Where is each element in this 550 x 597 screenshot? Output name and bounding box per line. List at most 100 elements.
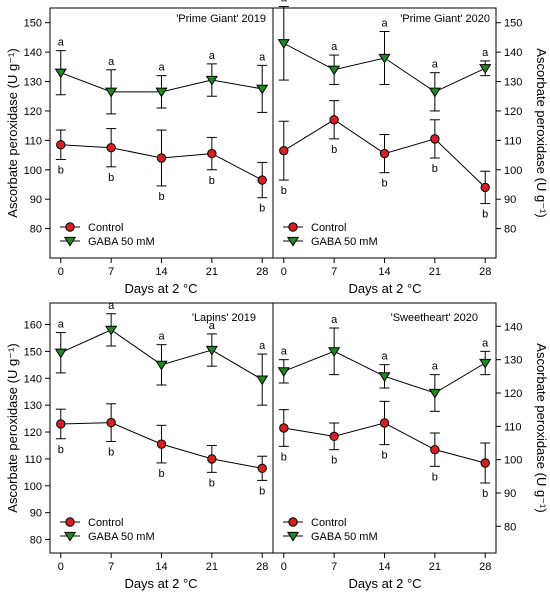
legend-marker-3-1 — [286, 531, 300, 542]
letter-0-0-2: b — [158, 191, 164, 203]
letter-1-1-3: a — [432, 59, 439, 71]
letter-1-1-4: a — [482, 47, 489, 59]
y-tick-label-2-3: 110 — [24, 454, 42, 466]
panels: 0 7 14 21 28 80 90 100 110 120 130 140 150 b b b b b Contr… — [24, 0, 523, 573]
y-tick-label-3-0: 80 — [504, 521, 516, 533]
y-tick-label-2-1: 90 — [30, 508, 42, 520]
letter-2-0-4: b — [259, 485, 265, 497]
x-tick-label-1-4: 28 — [479, 266, 491, 278]
point-3-0-3 — [430, 444, 440, 455]
legend-marker-2-0 — [65, 517, 75, 527]
point-0-0-4 — [257, 175, 267, 185]
y-tick-label-1-6: 140 — [504, 47, 522, 59]
letter-3-0-4: b — [482, 488, 488, 500]
top-right-ylabel: Ascorbate peroxidase (U g⁻¹) — [534, 48, 549, 217]
letter-3-1-3: a — [432, 361, 439, 373]
point-3-1-1 — [328, 347, 341, 357]
x-tick-label-0-3: 21 — [206, 266, 218, 278]
y-tick-label-2-8: 160 — [24, 320, 42, 332]
letter-0-1-1: a — [108, 56, 115, 68]
letter-3-1-4: a — [482, 337, 489, 349]
x-tick-label-2-3: 21 — [206, 561, 218, 573]
legend-label-1-1: GABA 50 mM — [311, 236, 378, 248]
point-1-0-0 — [279, 145, 289, 156]
x-tick-label-1-3: 21 — [429, 266, 441, 278]
letter-0-0-4: b — [259, 203, 265, 215]
panel-1: 0 7 14 21 28 80 90 100 110 120 130 140 150 b b b b b Contr… — [277, 0, 522, 278]
bottom-right-ylabel: Ascorbate peroxidase (U g⁻¹) — [534, 343, 549, 512]
x-tick-label-2-4: 28 — [256, 561, 268, 573]
point-2-0-0 — [56, 419, 66, 429]
legend-marker-0-1 — [63, 236, 77, 247]
y-tick-label-3-6: 140 — [504, 321, 522, 333]
x-tick-label-3-0: 0 — [281, 561, 287, 573]
point-1-0-4 — [480, 182, 490, 193]
point-2-0-1 — [106, 417, 116, 428]
bottom-left-xlabel: Days at 2 °C — [124, 576, 197, 591]
y-tick-label-1-1: 90 — [504, 194, 516, 206]
letter-1-0-4: b — [482, 209, 488, 221]
legend-label-0-1: GABA 50 mM — [88, 236, 155, 248]
x-tick-label-2-0: 0 — [58, 561, 64, 573]
letter-2-0-0: b — [58, 444, 64, 456]
letter-2-0-3: b — [209, 477, 215, 489]
point-0-1-3 — [205, 75, 218, 86]
panel-3: 0 7 14 21 28 80 90 100 110 120 130 140 b b b b b Control a… — [277, 314, 522, 573]
y-tick-label-1-7: 150 — [504, 18, 522, 30]
y-tick-label-1-5: 130 — [504, 77, 522, 89]
panel-title-2: 'Lapins' 2019 — [192, 312, 256, 324]
y-tick-label-1-2: 100 — [504, 165, 522, 177]
legend-marker-2-1 — [63, 531, 77, 542]
x-tick-label-1-1: 7 — [331, 266, 337, 278]
letter-0-0-1: b — [108, 172, 114, 184]
top-left-xlabel: Days at 2 °C — [124, 281, 197, 296]
point-3-1-2 — [378, 372, 391, 382]
bottom-right-xlabel: Days at 2 °C — [348, 576, 421, 591]
legend-label-0-0: Control — [88, 222, 123, 234]
y-tick-label-1-0: 80 — [504, 224, 516, 236]
point-3-0-0 — [279, 423, 289, 433]
legend-marker-3-0 — [288, 517, 298, 527]
legend-label-3-1: GABA 50 mM — [311, 531, 378, 543]
legend-label-2-1: GABA 50 mM — [88, 531, 155, 543]
point-2-1-4 — [256, 375, 269, 386]
point-3-1-0 — [277, 367, 290, 377]
point-0-1-1 — [105, 87, 118, 98]
x-tick-label-2-1: 7 — [108, 561, 114, 573]
point-1-0-2 — [379, 148, 390, 159]
y-tick-label-0-4: 120 — [24, 106, 42, 118]
point-0-0-2 — [156, 153, 167, 163]
legend-marker-1-1 — [286, 236, 300, 247]
letter-0-0-3: b — [209, 175, 215, 187]
point-1-1-4 — [479, 64, 492, 74]
y-tick-label-0-7: 150 — [24, 18, 42, 30]
point-3-0-2 — [379, 418, 390, 428]
y-tick-label-0-2: 100 — [24, 165, 42, 177]
letter-3-0-1: b — [331, 455, 337, 467]
y-tick-label-2-4: 120 — [24, 427, 42, 439]
point-2-0-3 — [207, 454, 217, 464]
legend-marker-0-0 — [65, 222, 75, 232]
letter-2-1-2: a — [158, 331, 165, 343]
x-tick-label-2-2: 14 — [155, 561, 167, 573]
point-3-1-4 — [479, 358, 492, 369]
letter-1-1-1: a — [331, 41, 338, 53]
top-right-xlabel: Days at 2 °C — [348, 281, 421, 296]
point-2-1-0 — [54, 348, 67, 359]
letter-3-0-0: b — [281, 451, 287, 463]
y-tick-label-2-0: 80 — [30, 535, 42, 547]
letter-2-1-0: a — [58, 319, 65, 331]
y-tick-label-1-4: 120 — [504, 106, 522, 118]
letter-1-0-0: b — [281, 185, 287, 197]
x-tick-label-3-3: 21 — [429, 561, 441, 573]
y-tick-label-3-5: 130 — [504, 355, 522, 367]
panel-title-3: 'Sweetheart' 2020 — [391, 312, 478, 324]
letter-1-0-2: b — [381, 178, 387, 190]
y-tick-label-0-3: 110 — [24, 135, 42, 147]
y-tick-label-2-6: 140 — [24, 373, 42, 385]
legend-label-1-0: Control — [311, 222, 346, 234]
y-tick-label-0-5: 130 — [24, 77, 42, 89]
y-tick-label-0-6: 140 — [24, 47, 42, 59]
letter-3-1-2: a — [381, 351, 388, 363]
y-tick-label-3-4: 120 — [504, 388, 522, 400]
